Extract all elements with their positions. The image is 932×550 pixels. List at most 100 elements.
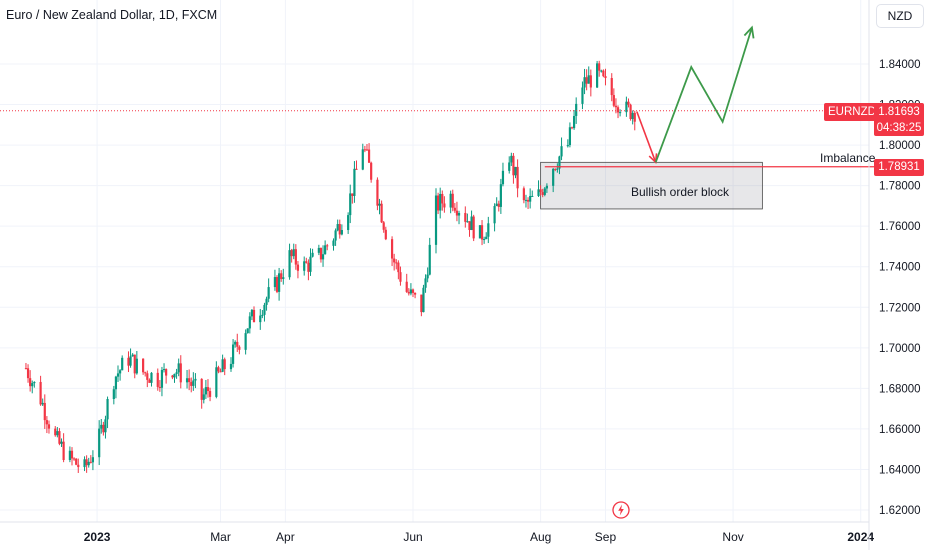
candle-body [514,166,517,176]
y-tick-label: 1.66000 [879,424,921,436]
candle-body [45,420,48,425]
candle-body [60,441,63,444]
candle-body [420,294,423,313]
currency-button[interactable]: NZD [876,4,924,28]
x-tick-label: 2024 [847,530,874,544]
candle-body [98,428,101,458]
candle-body [529,195,532,202]
candle-body [390,239,394,259]
candle-body [158,386,161,388]
candle-body [62,441,65,461]
candle-body [31,383,34,387]
candle-body [487,223,490,237]
candle-body [131,354,134,357]
candle-body [332,240,335,246]
candle-body [150,372,153,383]
y-tick-label: 1.68000 [879,383,921,395]
candle-body [282,277,285,279]
candle-body [497,203,500,207]
y-tick-label: 1.84000 [879,59,921,71]
candle-body [524,199,528,201]
candle-body [478,225,482,239]
candle-body [510,155,513,163]
candle-body [393,258,396,263]
candle-body [361,149,364,170]
candle-body [234,341,237,345]
candle-body [89,461,92,463]
candle-body [252,309,256,323]
candle-body [353,168,356,196]
candle-body [238,346,241,350]
candle-body [100,424,103,429]
candle-body [568,127,572,146]
x-tick-label: Jun [403,530,422,544]
ticker-tag: EURNZD [824,103,880,121]
candle-body [192,380,195,386]
candle-body [428,244,431,275]
candle-body [526,199,530,202]
candle-body [156,372,159,387]
candle-body [278,273,281,292]
candle-body [443,203,446,208]
candle-body [365,149,369,151]
candle-body [102,424,105,433]
candle-body [336,224,339,231]
level-price-tag: 1.78931 [874,159,924,176]
candle-body [610,78,613,96]
flash-icon[interactable] [612,501,630,519]
candle-body [405,281,408,292]
candle-body [633,112,636,122]
candle-body [552,168,555,186]
candle-body [411,289,415,293]
candle-body [363,149,366,151]
candle-body [629,104,632,120]
candle-body [160,370,164,388]
candle-body [512,155,515,176]
candle-body [554,168,557,170]
candle-body [614,105,618,108]
candle-body [280,273,283,279]
candle-body [480,225,484,240]
candle-body [273,277,277,288]
candle-body [219,371,222,373]
candle-body [560,146,563,157]
candle-body [627,101,630,105]
candle-body [317,247,320,253]
candle-body [370,162,373,180]
candle-body [631,112,634,120]
candle-body [545,185,548,189]
candle-body [311,252,314,257]
chart-title: Euro / New Zealand Dollar, 1D, FXCM [6,8,218,22]
candle-body [194,378,197,381]
candle-body [616,107,620,113]
candle-body [267,287,270,299]
candle-body [380,203,383,223]
candle-body [324,245,327,255]
candle-body [303,261,306,271]
candle-body [566,145,569,147]
candle-body [349,193,352,216]
candle-body [288,250,291,278]
grid-lines [0,0,869,522]
candle-body [457,212,461,216]
last-price-tag: 1.81693 04:38:25 [874,103,924,136]
candle-body [570,127,574,129]
candle-body [508,162,511,171]
candle-body [600,70,603,72]
candle-body [543,188,546,195]
candle-body [104,419,107,433]
candle-body [583,77,586,88]
candle-body [221,359,224,372]
candle-body [87,461,90,466]
candle-body [355,168,358,170]
candle-body [26,368,30,379]
y-tick-label: 1.80000 [879,140,921,152]
candle-body [413,292,417,295]
candle-body [263,304,266,315]
candle-body [483,239,486,241]
candle-body [539,189,542,193]
candle-body [91,457,95,463]
candle-body [572,115,576,129]
candle-body [175,372,178,374]
